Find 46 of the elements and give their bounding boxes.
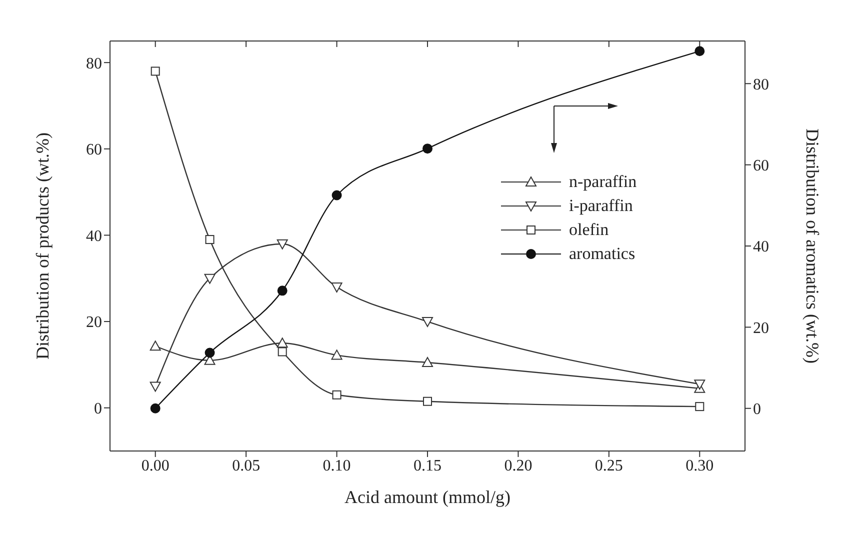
x-tick-label: 0.30 — [686, 457, 714, 474]
y-tick-label: 0 — [94, 400, 102, 418]
x-tick-label: 0.20 — [504, 457, 532, 474]
y2-tick-label: 40 — [753, 238, 769, 256]
point — [150, 340, 161, 351]
point — [331, 350, 342, 360]
x-tick-label: 0.15 — [414, 457, 442, 474]
x-tick-label: 0.05 — [232, 457, 260, 474]
y2-tick-label: 20 — [753, 320, 769, 337]
point — [695, 402, 704, 412]
legend-label: aromatics — [569, 244, 636, 264]
point — [150, 66, 160, 76]
point — [276, 338, 288, 348]
point — [276, 239, 288, 250]
x-tick-label: 0.25 — [594, 457, 623, 474]
point — [332, 390, 342, 400]
point — [204, 348, 215, 358]
point — [694, 380, 706, 390]
x-tick-label: 0.00 — [141, 457, 170, 474]
point — [694, 46, 705, 56]
y-tick-label: 60 — [86, 142, 102, 159]
point — [422, 357, 433, 368]
y-axis-title: Distribution of products (wt.%) — [32, 132, 52, 360]
point — [422, 144, 432, 154]
point — [332, 190, 342, 200]
y-tick-label: 40 — [86, 228, 102, 245]
x-tick-label: 0.10 — [322, 457, 351, 474]
point — [204, 274, 216, 284]
point — [423, 396, 432, 406]
legend-label: n-paraffin — [569, 172, 637, 192]
legend-label: i-paraffin — [569, 196, 633, 216]
point — [277, 286, 288, 296]
legend-label: olefin — [569, 220, 609, 240]
y2-tick-label: 60 — [753, 157, 769, 174]
y-tick-label: 20 — [86, 314, 102, 332]
point — [150, 403, 160, 414]
point — [205, 235, 214, 244]
point — [422, 317, 433, 328]
point — [278, 347, 287, 356]
point — [331, 282, 342, 292]
point — [150, 382, 161, 392]
y-tick-label: 80 — [86, 55, 102, 72]
x-axis-title: Acid amount (mmol/g) — [344, 487, 510, 507]
y2-axis-title: Distribution of aromatics (wt.%) — [802, 128, 823, 364]
y2-tick-label: 80 — [753, 76, 769, 94]
y2-tick-label: 0 — [753, 401, 761, 418]
